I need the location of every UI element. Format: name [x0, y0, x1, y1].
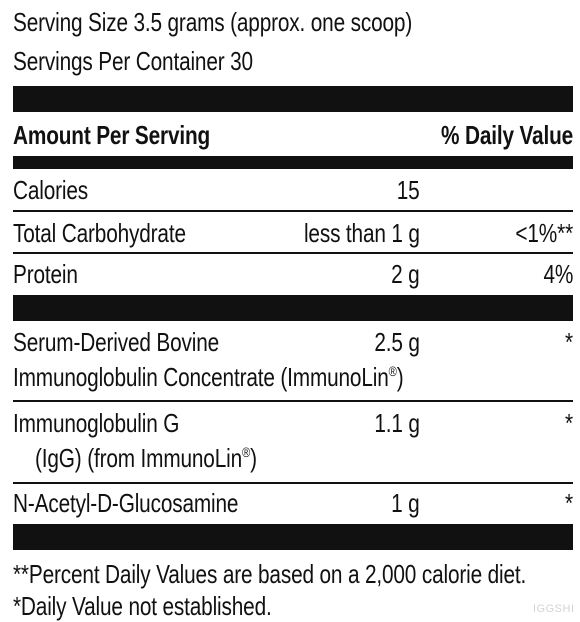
igg-label-line1: Immunoglobulin G [13, 408, 180, 438]
thick-divider-header [13, 156, 573, 169]
protein-daily-value: 4% [543, 259, 573, 289]
registered-mark: ® [242, 444, 251, 460]
amount-per-serving-header: Amount Per Serving [13, 120, 211, 150]
calories-amount: 15 [397, 175, 420, 205]
carbohydrate-label: Total Carbohydrate [13, 218, 186, 248]
sbi-daily-value: * [565, 327, 573, 357]
calories-label: Calories [13, 175, 89, 205]
servings-per-container: Servings Per Container 30 [13, 46, 253, 76]
sbi-label-line1: Serum-Derived Bovine [13, 327, 220, 357]
carbohydrate-amount: less than 1 g [304, 218, 420, 248]
thick-divider-bottom [13, 524, 573, 550]
registered-mark: ® [388, 363, 397, 379]
sbi-label-line2: Immunoglobulin Concentrate (ImmunoLin®) [13, 362, 404, 392]
row-divider [13, 400, 573, 402]
nag-label: N-Acetyl-D-Glucosamine [13, 488, 239, 518]
footnote-dv-not-established: *Daily Value not established. [13, 591, 272, 621]
sbi-amount: 2.5 g [374, 327, 421, 357]
nag-daily-value: * [565, 488, 573, 518]
thick-divider-top [13, 86, 573, 112]
row-divider [13, 482, 573, 484]
igg-label-line2: (IgG) (from ImmunoLin®) [35, 443, 257, 473]
igg-amount: 1.1 g [374, 408, 421, 438]
carbohydrate-daily-value: <1%** [515, 218, 573, 248]
igg-daily-value: * [565, 408, 573, 438]
protein-label: Protein [13, 259, 78, 289]
watermark: IGGSHI [533, 603, 575, 615]
daily-value-header: % Daily Value [440, 120, 573, 150]
nag-amount: 1 g [391, 488, 421, 518]
row-divider [13, 210, 573, 212]
thick-divider-mid [13, 295, 573, 321]
footnote-percent-dv: **Percent Daily Values are based on a 2,… [13, 559, 527, 589]
serving-size: Serving Size 3.5 grams (approx. one scoo… [13, 7, 413, 37]
row-divider [13, 252, 573, 254]
protein-amount: 2 g [391, 259, 421, 289]
